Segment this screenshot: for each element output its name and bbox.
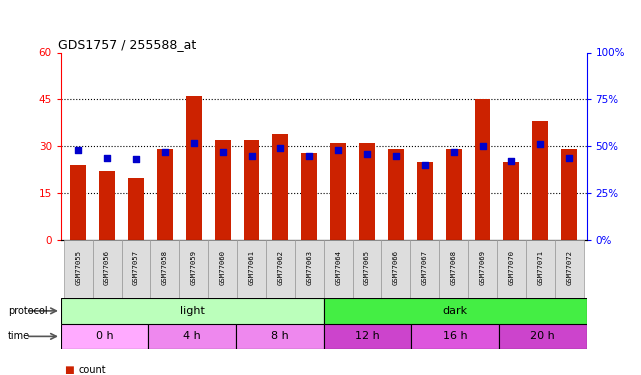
Bar (445, 149, 462, 240)
Text: count: count (79, 365, 106, 375)
Text: GSM77056: GSM77056 (104, 251, 110, 285)
Point (275, 145, 285, 151)
Text: GSM77070: GSM77070 (508, 251, 515, 285)
Bar (236, 324, 324, 349)
Bar (474, 99, 490, 240)
Point (304, 153, 314, 159)
Bar (533, 121, 548, 240)
Bar (208, 240, 237, 298)
Point (506, 158, 517, 164)
Point (333, 147, 344, 153)
Point (564, 154, 574, 160)
Point (535, 141, 545, 147)
Point (362, 151, 372, 157)
Bar (61, 324, 149, 349)
Bar (410, 240, 439, 298)
Text: 12 h: 12 h (355, 332, 380, 341)
Text: 4 h: 4 h (183, 332, 201, 341)
Bar (499, 324, 587, 349)
Bar (388, 149, 404, 240)
Bar (272, 134, 288, 240)
Text: GSM77065: GSM77065 (364, 251, 370, 285)
Bar (562, 149, 577, 240)
Text: GSM77059: GSM77059 (191, 251, 197, 285)
Text: GSM77069: GSM77069 (479, 251, 485, 285)
Bar (99, 171, 115, 240)
Text: 16 h: 16 h (443, 332, 467, 341)
Bar (330, 143, 346, 240)
Text: GSM77067: GSM77067 (422, 251, 428, 285)
Bar (301, 153, 317, 240)
Text: ■: ■ (64, 365, 74, 375)
Bar (417, 162, 433, 240)
Bar (324, 240, 353, 298)
Bar (244, 140, 260, 240)
Text: 8 h: 8 h (271, 332, 289, 341)
Text: GSM77060: GSM77060 (220, 251, 226, 285)
Bar (526, 240, 554, 298)
Bar (128, 177, 144, 240)
Bar (237, 240, 266, 298)
Bar (179, 240, 208, 298)
Text: light: light (180, 306, 204, 316)
Text: time: time (8, 332, 30, 341)
Bar (324, 298, 587, 324)
Text: 20 h: 20 h (530, 332, 555, 341)
Point (160, 149, 170, 155)
Bar (266, 240, 295, 298)
Point (246, 153, 256, 159)
Point (449, 149, 459, 155)
Point (420, 162, 430, 168)
Text: protocol: protocol (8, 306, 47, 316)
Bar (324, 324, 412, 349)
Point (73, 147, 83, 153)
Text: dark: dark (442, 306, 468, 316)
Bar (71, 165, 86, 240)
Text: GSM77066: GSM77066 (393, 251, 399, 285)
Text: GSM77058: GSM77058 (162, 251, 168, 285)
Text: GSM77057: GSM77057 (133, 251, 139, 285)
Bar (353, 240, 381, 298)
Bar (503, 162, 519, 240)
Bar (61, 298, 324, 324)
Bar (412, 324, 499, 349)
Bar (439, 240, 468, 298)
Text: 0 h: 0 h (96, 332, 113, 341)
Bar (381, 240, 410, 298)
Point (188, 140, 199, 146)
Text: GSM77055: GSM77055 (75, 251, 81, 285)
Text: GSM77061: GSM77061 (249, 251, 254, 285)
Bar (122, 240, 151, 298)
Bar (151, 240, 179, 298)
Bar (295, 240, 324, 298)
Point (391, 153, 401, 159)
Bar (93, 240, 122, 298)
Bar (215, 140, 231, 240)
Text: GSM77063: GSM77063 (306, 251, 312, 285)
Point (217, 149, 228, 155)
Bar (554, 240, 583, 298)
Point (131, 156, 141, 162)
Text: GSM77062: GSM77062 (278, 251, 283, 285)
Bar (157, 149, 173, 240)
Bar (149, 324, 236, 349)
Bar (64, 240, 93, 298)
Bar (359, 143, 375, 240)
Point (478, 143, 488, 149)
Text: GSM77064: GSM77064 (335, 251, 341, 285)
Point (102, 154, 112, 160)
Bar (468, 240, 497, 298)
Bar (497, 240, 526, 298)
Text: GSM77071: GSM77071 (537, 251, 544, 285)
Text: GSM77072: GSM77072 (566, 251, 572, 285)
Bar (186, 96, 202, 240)
Text: GSM77068: GSM77068 (451, 251, 456, 285)
Text: GDS1757 / 255588_at: GDS1757 / 255588_at (58, 38, 197, 51)
